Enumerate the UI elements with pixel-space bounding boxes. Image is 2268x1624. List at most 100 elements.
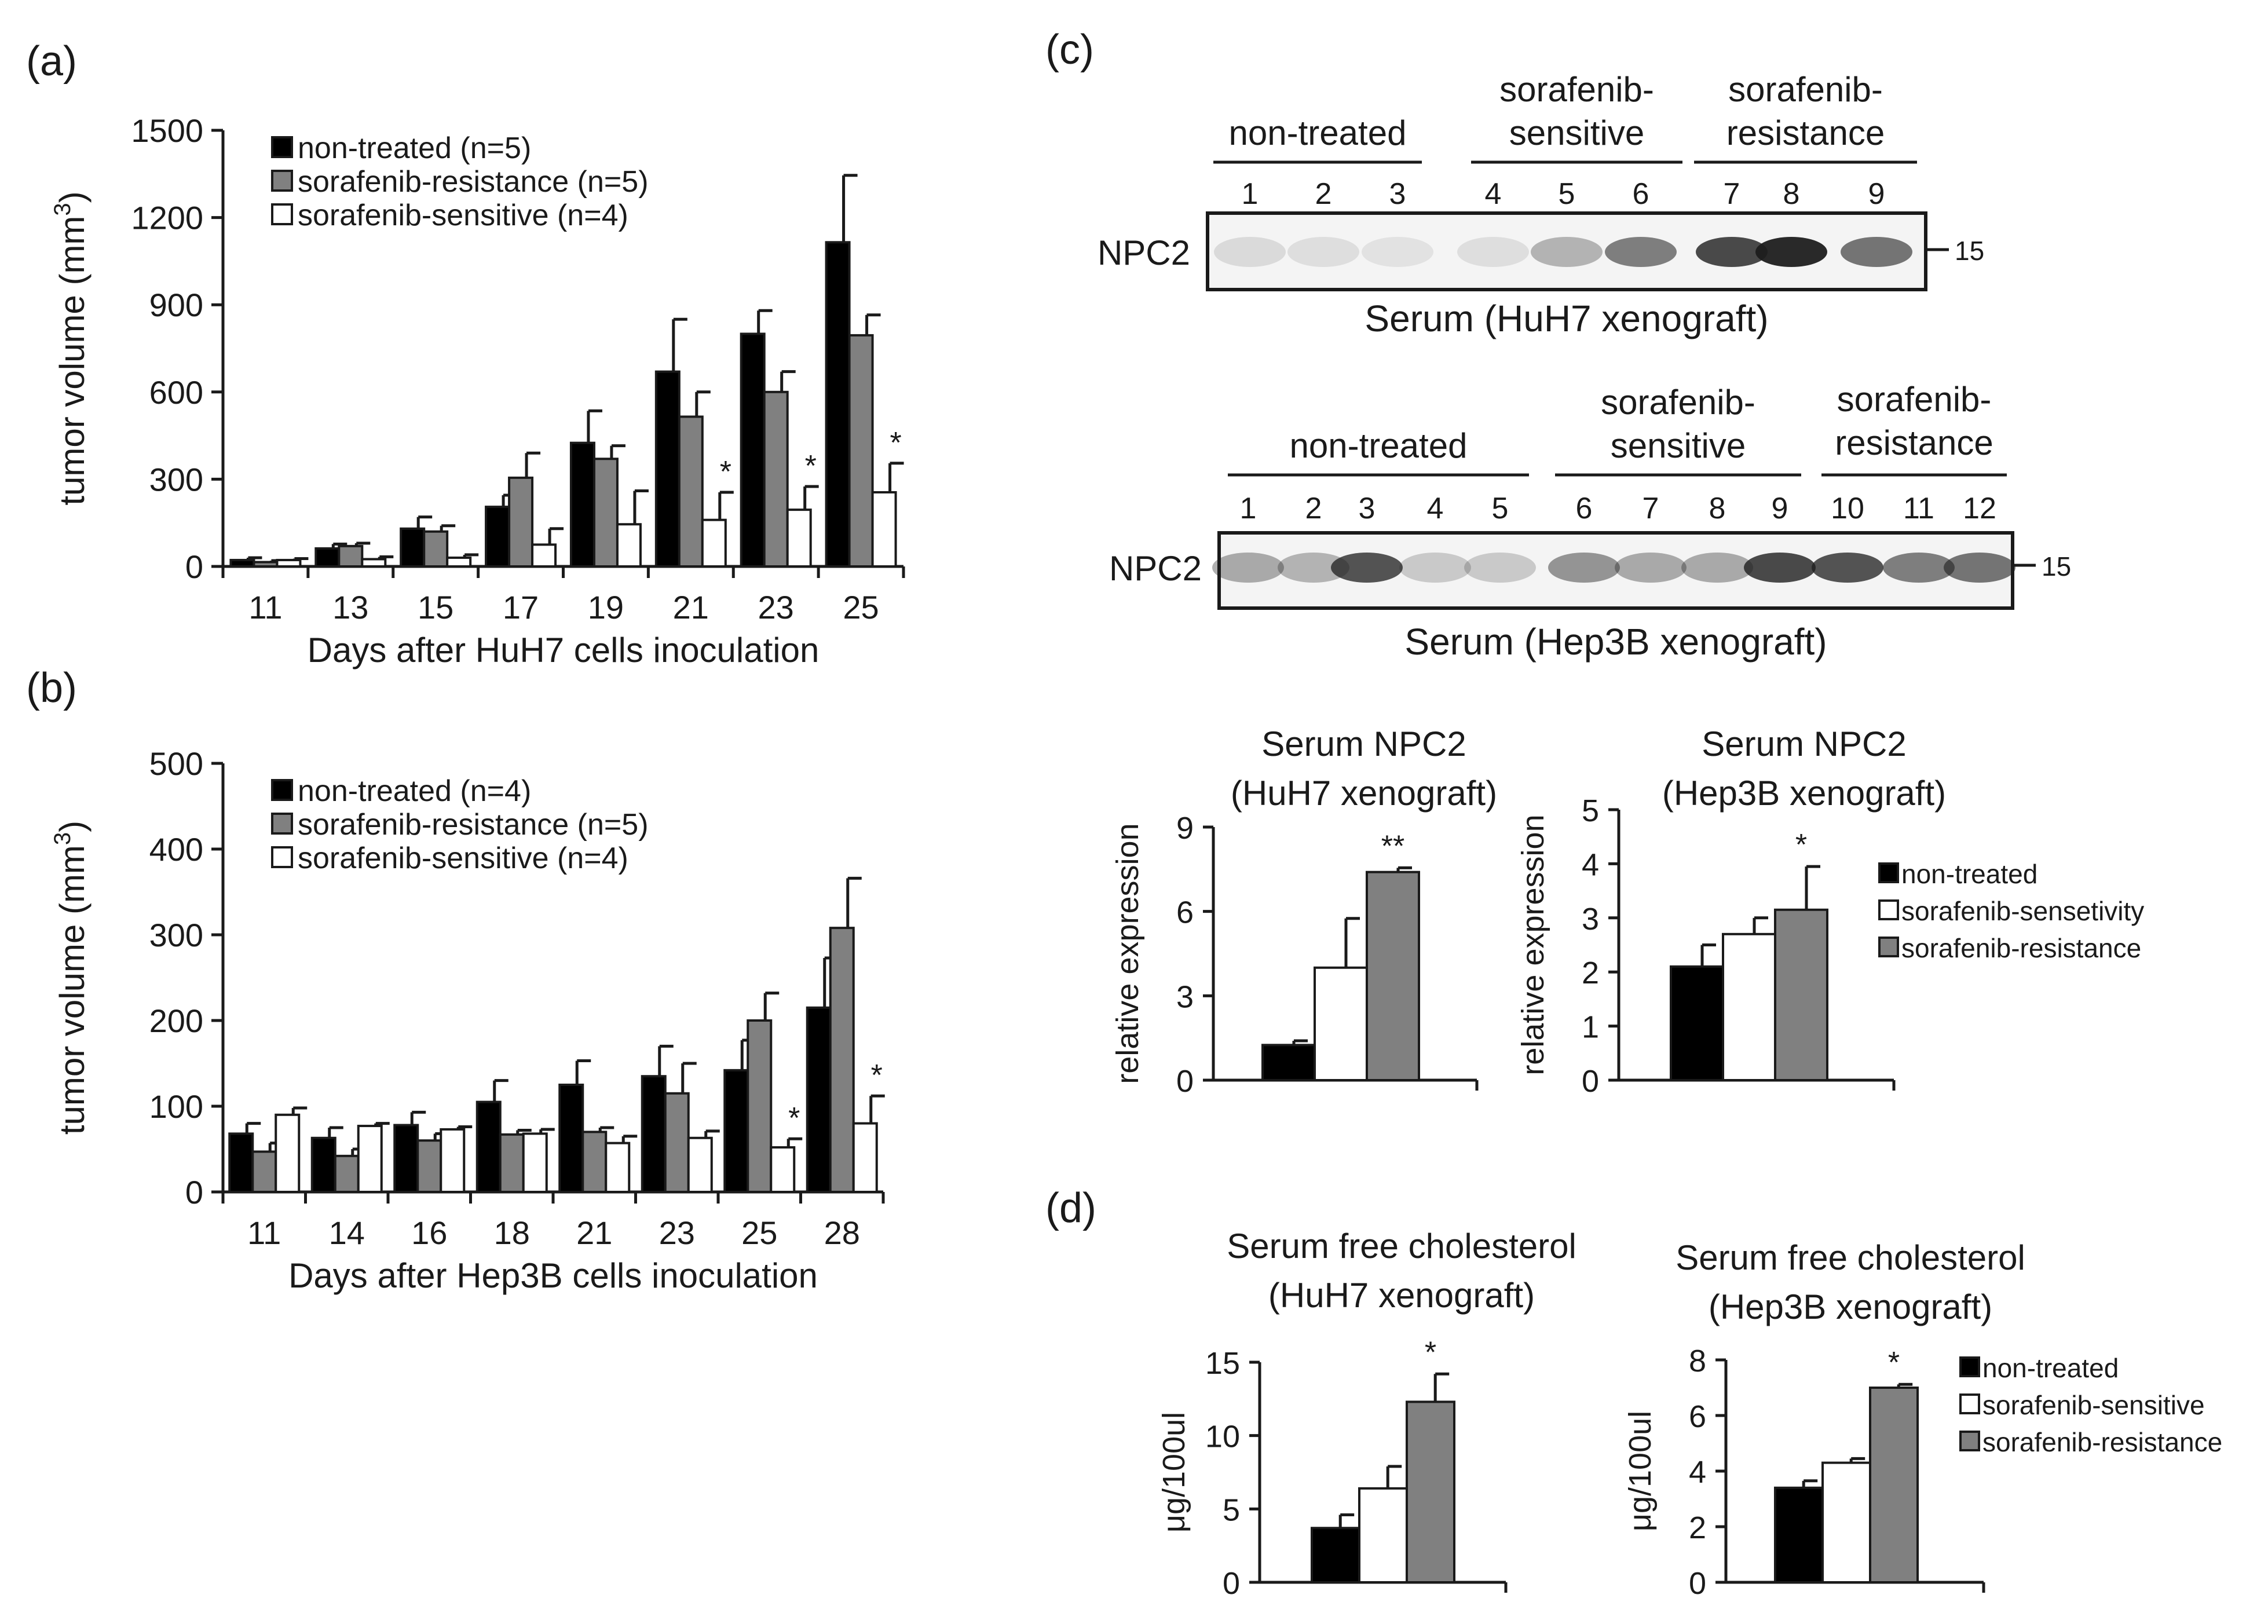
significance-star: * (1425, 1336, 1436, 1369)
marker-label: 15 (2042, 551, 2071, 581)
bar (1366, 870, 1420, 1081)
legend-label: non-treated (n=5) (298, 131, 531, 165)
legend-swatch (271, 136, 293, 158)
bar (423, 530, 449, 568)
bar (678, 415, 704, 568)
blot-band (1883, 553, 1955, 583)
legend-swatch (1878, 937, 1899, 957)
x-tick-label: 15 (418, 589, 453, 626)
group-label: resistance (1726, 114, 1885, 152)
bar (558, 1084, 584, 1193)
legend-label: sorafenib-resistance (1901, 933, 2141, 963)
chart-title-line2: (HuH7 xenograft) (1268, 1276, 1535, 1315)
bar (740, 332, 766, 568)
group-label: resistance (1835, 423, 1993, 462)
lane-number: 7 (1724, 177, 1740, 211)
y-tick-label: 2 (1689, 1510, 1706, 1545)
group-label: non-treated (1229, 114, 1407, 152)
blot-band (1548, 553, 1620, 583)
y-tick-label: 3 (1176, 979, 1194, 1014)
y-tick-label: 3 (1582, 902, 1599, 937)
bar (229, 558, 255, 568)
y-tick-label: 9 (1176, 811, 1194, 846)
y-tick-label: 1 (1582, 1010, 1599, 1045)
legend-label: sorafenib-sensetivity (1901, 896, 2144, 926)
significance-star: * (1795, 828, 1807, 862)
blot-row-label: NPC2 (1098, 233, 1190, 272)
bar (763, 390, 789, 568)
y-tick-label: 1500 (131, 112, 203, 149)
chart-title-line1: Serum NPC2 (1702, 725, 1906, 763)
bar (1774, 908, 1828, 1082)
x-tick-label: 11 (248, 589, 282, 626)
bar (446, 556, 472, 568)
bar (871, 491, 897, 568)
bar (569, 441, 595, 568)
bar (605, 1142, 631, 1194)
x-tick-label: 21 (576, 1215, 612, 1251)
bar (400, 527, 426, 568)
y-axis-label-sup: 3 (50, 203, 75, 215)
bar (806, 1006, 832, 1194)
bar (770, 1146, 796, 1194)
legend-swatch (271, 846, 293, 868)
legend-label: non-treated (n=4) (298, 774, 531, 808)
bar (825, 241, 851, 568)
bar (1670, 965, 1724, 1081)
lane-number: 4 (1427, 492, 1444, 525)
y-tick-label: 0 (1582, 1064, 1599, 1099)
chart-c-npc2-hep3b: Serum NPC2 (Hep3B xenograft) 0 1 2 3 4 5 * relati… (1516, 725, 2144, 1099)
bar (310, 1136, 336, 1194)
x-tick-label: 25 (843, 589, 879, 626)
x-tick-label: 23 (758, 589, 794, 626)
blot-band (1605, 237, 1677, 267)
significance-star: * (1888, 1346, 1900, 1380)
significance-star: * (871, 1059, 883, 1092)
chart-title-line2: (Hep3B xenograft) (1709, 1288, 1992, 1326)
group-label: sorafenib- (1601, 383, 1755, 422)
panel-label-c: (c) (1045, 27, 1094, 73)
chart-title-line1: Serum free cholesterol (1676, 1238, 2025, 1277)
bar (1358, 1487, 1408, 1584)
legend-label: sorafenib-resistance (n=5) (298, 808, 649, 842)
panel-label-d: (d) (1045, 1185, 1096, 1231)
y-tick-label: 5 (1582, 793, 1599, 828)
bar (747, 1019, 773, 1193)
lane-number: 3 (1389, 177, 1406, 211)
blot-band (1464, 553, 1536, 583)
bar (440, 1128, 466, 1193)
blot-band (1278, 553, 1349, 583)
lane-number: 9 (1772, 492, 1788, 525)
legend-swatch (271, 813, 293, 835)
blot-row-label: NPC2 (1109, 549, 1202, 588)
blot-band (1331, 553, 1403, 583)
bar (1406, 1400, 1455, 1583)
bar (1774, 1486, 1824, 1584)
bar (687, 1136, 713, 1194)
y-tick-label: 0 (1176, 1064, 1194, 1099)
bar (581, 1131, 608, 1194)
chart-d-cholesterol-huh7: Serum free cholesterol (HuH7 xenograft) 0 5… (1157, 1227, 1576, 1601)
y-axis-label-main: tumor volume (mm (53, 216, 92, 506)
group-label: sorafenib- (1728, 70, 1883, 109)
bar (1869, 1387, 1919, 1583)
lane-number: 2 (1315, 177, 1332, 211)
x-tick-label: 14 (329, 1215, 365, 1251)
lane-number: 6 (1576, 492, 1593, 525)
lane-number: 9 (1868, 177, 1885, 211)
blot-band (1399, 553, 1471, 583)
legend-label: sorafenib-resistance (1982, 1427, 2222, 1457)
chart-c-npc2-huh7: Serum NPC2 (HuH7 xenograft) 0 3 6 9 ** relative… (1110, 725, 1497, 1099)
y-tick-label: 4 (1689, 1455, 1706, 1490)
y-tick-label: 8 (1689, 1344, 1706, 1378)
y-tick-label: 500 (149, 745, 203, 782)
x-tick-label: 28 (824, 1215, 860, 1251)
x-tick-label: 18 (494, 1215, 530, 1251)
legend-swatch (271, 203, 293, 225)
bar (829, 927, 855, 1194)
lane-number: 1 (1242, 177, 1259, 211)
blot-band (1755, 237, 1827, 267)
group-label: sensitive (1509, 114, 1644, 152)
bar (253, 561, 279, 568)
